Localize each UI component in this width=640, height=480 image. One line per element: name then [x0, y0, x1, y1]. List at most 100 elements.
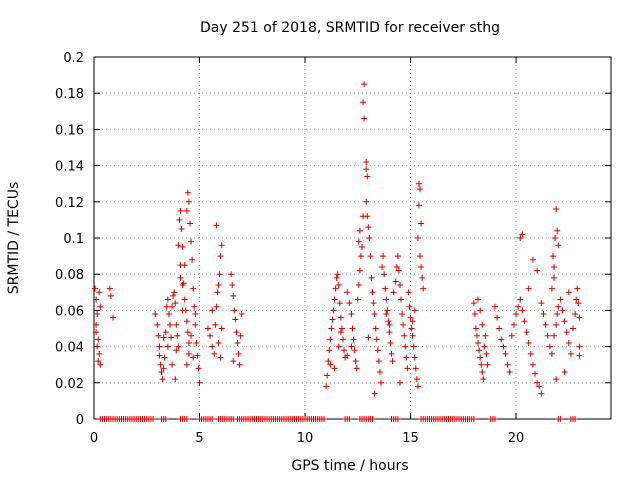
data-point: [404, 365, 411, 372]
data-point: [328, 325, 335, 332]
data-point: [570, 325, 577, 332]
data-point: [327, 361, 334, 368]
data-point: [348, 343, 355, 350]
data-point: [351, 347, 358, 354]
data-point: [357, 253, 364, 260]
data-point: [215, 282, 222, 289]
data-point: [363, 158, 370, 165]
data-point: [97, 303, 104, 310]
data-point: [542, 321, 549, 328]
data-point: [329, 316, 336, 323]
data-point: [525, 339, 532, 346]
data-point: [559, 307, 566, 314]
chart-title: Day 251 of 2018, SRMTID for receiver sth…: [200, 20, 500, 36]
data-point: [93, 321, 100, 328]
y-tick-label: 0.14: [55, 160, 84, 175]
data-point: [165, 311, 172, 318]
data-point: [192, 311, 199, 318]
data-point: [551, 274, 558, 281]
data-point: [185, 339, 192, 346]
data-point: [213, 222, 220, 229]
data-point: [529, 361, 536, 368]
data-point: [368, 274, 375, 281]
data-point: [238, 311, 245, 318]
data-point: [107, 292, 114, 299]
data-point: [403, 354, 410, 361]
x-tick-label: 0: [90, 431, 98, 446]
data-point: [183, 207, 190, 214]
data-point: [175, 242, 182, 249]
data-point: [477, 354, 484, 361]
data-point: [470, 300, 477, 307]
data-point: [189, 256, 196, 263]
data-point: [475, 296, 482, 303]
data-point: [405, 289, 412, 296]
data-point: [178, 225, 185, 232]
data-point: [544, 332, 551, 339]
data-point: [557, 296, 564, 303]
data-point: [168, 334, 175, 341]
data-point: [414, 383, 421, 390]
data-point: [565, 289, 572, 296]
data-point: [538, 390, 545, 397]
data-point: [481, 343, 488, 350]
data-point: [380, 253, 387, 260]
data-point: [519, 231, 526, 238]
data-points: [92, 81, 583, 422]
data-point: [160, 334, 167, 341]
data-point: [94, 343, 101, 350]
y-tick-labels: 0 0.02 0.04 0.06 0.08 0.1 0.12 0.14 0.16 0.18 0.2: [55, 51, 84, 428]
data-point: [420, 285, 427, 292]
data-point: [392, 278, 399, 285]
data-point: [384, 307, 391, 314]
y-tick-label: 0: [76, 413, 84, 428]
data-point: [335, 343, 342, 350]
data-point: [417, 186, 424, 193]
data-point: [215, 339, 222, 346]
data-point: [172, 376, 179, 383]
data-point: [355, 282, 362, 289]
data-point: [523, 329, 530, 336]
data-point: [212, 321, 219, 328]
data-point: [195, 365, 202, 372]
data-point: [331, 365, 338, 372]
zero-data-point: [209, 416, 216, 422]
data-point: [365, 224, 372, 231]
data-point: [567, 350, 574, 357]
data-point: [386, 321, 393, 328]
data-point: [399, 311, 406, 318]
zero-data-point: [369, 416, 376, 422]
data-point: [510, 321, 517, 328]
data-point: [237, 332, 244, 339]
data-point: [553, 376, 560, 383]
data-point: [96, 350, 103, 357]
data-point: [480, 376, 487, 383]
data-point: [340, 336, 347, 343]
data-point: [548, 285, 555, 292]
data-point: [508, 332, 515, 339]
data-point: [379, 263, 386, 270]
zero-data-point: [183, 416, 190, 422]
data-point: [209, 343, 216, 350]
zero-data-point: [346, 416, 353, 422]
data-point: [325, 358, 332, 365]
data-point: [235, 350, 242, 357]
data-point: [388, 350, 395, 357]
data-point: [383, 311, 390, 318]
data-point: [527, 350, 534, 357]
data-point: [561, 368, 568, 375]
data-point: [336, 300, 343, 307]
data-point: [409, 318, 416, 325]
data-point: [179, 244, 186, 251]
data-point: [230, 292, 237, 299]
data-point: [334, 271, 341, 278]
data-point: [371, 311, 378, 318]
data-point: [374, 347, 381, 354]
data-point: [233, 329, 240, 336]
data-point: [546, 343, 553, 350]
data-point: [358, 244, 365, 251]
grid-lines: [94, 57, 611, 419]
data-point: [534, 379, 541, 386]
data-point: [330, 307, 337, 314]
data-point: [172, 300, 179, 307]
